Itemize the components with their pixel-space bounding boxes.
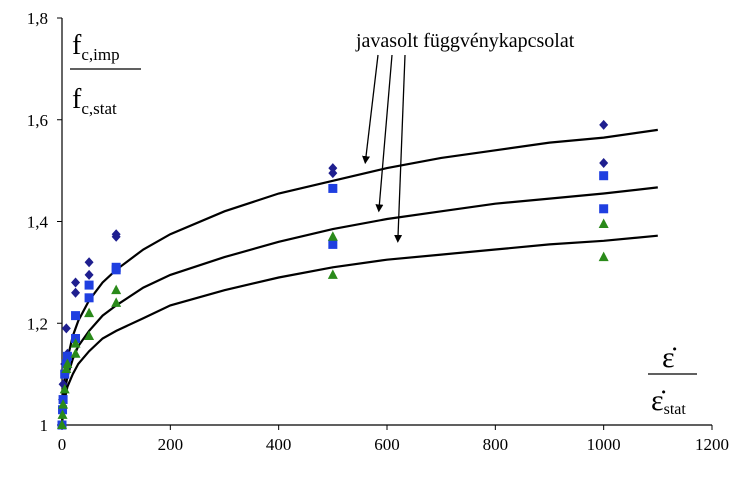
diamond-point bbox=[328, 168, 338, 179]
diamond-point bbox=[599, 157, 609, 168]
annotation-arrow bbox=[394, 54, 406, 243]
annotation-label: javasolt függvénykapcsolat bbox=[355, 30, 575, 52]
diamond-point bbox=[328, 163, 338, 174]
triangle-point bbox=[598, 251, 609, 262]
diamond-point bbox=[71, 287, 81, 298]
y-tick-labels: 1 1,2 1,4 1,6 1,8 bbox=[27, 9, 62, 435]
triangle-point bbox=[598, 218, 609, 229]
triangle-point bbox=[61, 363, 72, 374]
triangle-point bbox=[84, 330, 95, 340]
x-label-denominator-sub: stat bbox=[664, 401, 687, 418]
y-label-denominator-sub: c,stat bbox=[81, 99, 117, 118]
triangle-point bbox=[58, 399, 69, 409]
triangle-point bbox=[70, 348, 81, 358]
triangle-point bbox=[84, 307, 95, 318]
triangle-point bbox=[327, 231, 338, 241]
square-point bbox=[62, 351, 72, 361]
square-point bbox=[71, 311, 81, 321]
y-tick-label: 1 bbox=[40, 416, 49, 435]
svg-text:fc,imp: fc,imp bbox=[72, 30, 120, 64]
y-tick-label: 1,8 bbox=[27, 9, 48, 28]
axes bbox=[61, 18, 712, 426]
square-point bbox=[111, 262, 121, 272]
y-label-numerator: f bbox=[72, 30, 82, 61]
x-tick-label: 1200 bbox=[695, 435, 729, 454]
triangle-point bbox=[327, 269, 338, 279]
diamond-point bbox=[58, 379, 68, 390]
x-tick-label: 400 bbox=[266, 435, 292, 454]
diamond-point bbox=[71, 277, 81, 288]
x-tick-label: 600 bbox=[374, 435, 400, 454]
y-tick-label: 1,4 bbox=[27, 213, 49, 232]
diamond-point bbox=[111, 229, 121, 240]
square-point bbox=[84, 280, 94, 290]
diamond-point bbox=[599, 119, 609, 130]
square-point bbox=[84, 293, 94, 303]
x-tick-label: 0 bbox=[58, 435, 67, 454]
diamond-point bbox=[84, 269, 94, 280]
diamond-point bbox=[61, 323, 71, 334]
fit-curve-2 bbox=[60, 186, 658, 426]
fit-curve-3 bbox=[60, 234, 658, 426]
y-tick-label: 1,2 bbox=[27, 314, 48, 333]
triangle-point bbox=[111, 297, 122, 307]
diamond-point bbox=[84, 257, 94, 268]
square-point bbox=[599, 204, 609, 214]
x-tick-labels: 0 200 400 600 800 1000 1200 bbox=[58, 425, 729, 454]
y-tick-label: 1,6 bbox=[27, 111, 48, 130]
x-label-denominator: ε̇ bbox=[651, 384, 666, 417]
triangle-point bbox=[62, 358, 73, 368]
y-axis-label: fc,imp fc,stat bbox=[70, 30, 141, 118]
triangle-point bbox=[70, 338, 81, 348]
square-point bbox=[328, 239, 338, 249]
fitted-curves bbox=[60, 128, 658, 426]
annotation-arrow bbox=[362, 54, 379, 165]
y-label-numerator-sub: c,imp bbox=[81, 45, 119, 64]
annotation-arrows bbox=[362, 54, 406, 243]
x-tick-label: 1000 bbox=[587, 435, 621, 454]
x-tick-label: 800 bbox=[483, 435, 509, 454]
triangle-point bbox=[59, 383, 70, 394]
svg-text:ε̇stat: ε̇stat bbox=[651, 384, 686, 418]
x-tick-label: 200 bbox=[158, 435, 184, 454]
square-point bbox=[599, 171, 609, 181]
square-point bbox=[328, 183, 338, 193]
square-point bbox=[60, 369, 70, 379]
triangle-point bbox=[57, 419, 67, 429]
svg-text:fc,stat: fc,stat bbox=[72, 84, 117, 118]
annotation-arrow bbox=[375, 54, 393, 213]
y-label-denominator: f bbox=[72, 84, 82, 115]
data-points bbox=[57, 119, 609, 430]
triangle-point bbox=[57, 409, 68, 419]
triangle-point bbox=[111, 284, 122, 295]
fit-curve-1 bbox=[60, 128, 658, 426]
x-label-numerator: ε̇ bbox=[662, 341, 677, 374]
x-axis-label: ε̇ ε̇stat bbox=[648, 341, 697, 418]
